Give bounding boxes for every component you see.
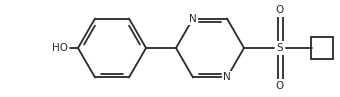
Text: HO: HO bbox=[52, 43, 68, 53]
Bar bbox=[311, 37, 333, 59]
Text: O: O bbox=[276, 81, 284, 91]
Text: N: N bbox=[189, 14, 197, 24]
Text: O: O bbox=[276, 5, 284, 15]
Text: S: S bbox=[277, 43, 283, 53]
Text: N: N bbox=[223, 72, 231, 82]
